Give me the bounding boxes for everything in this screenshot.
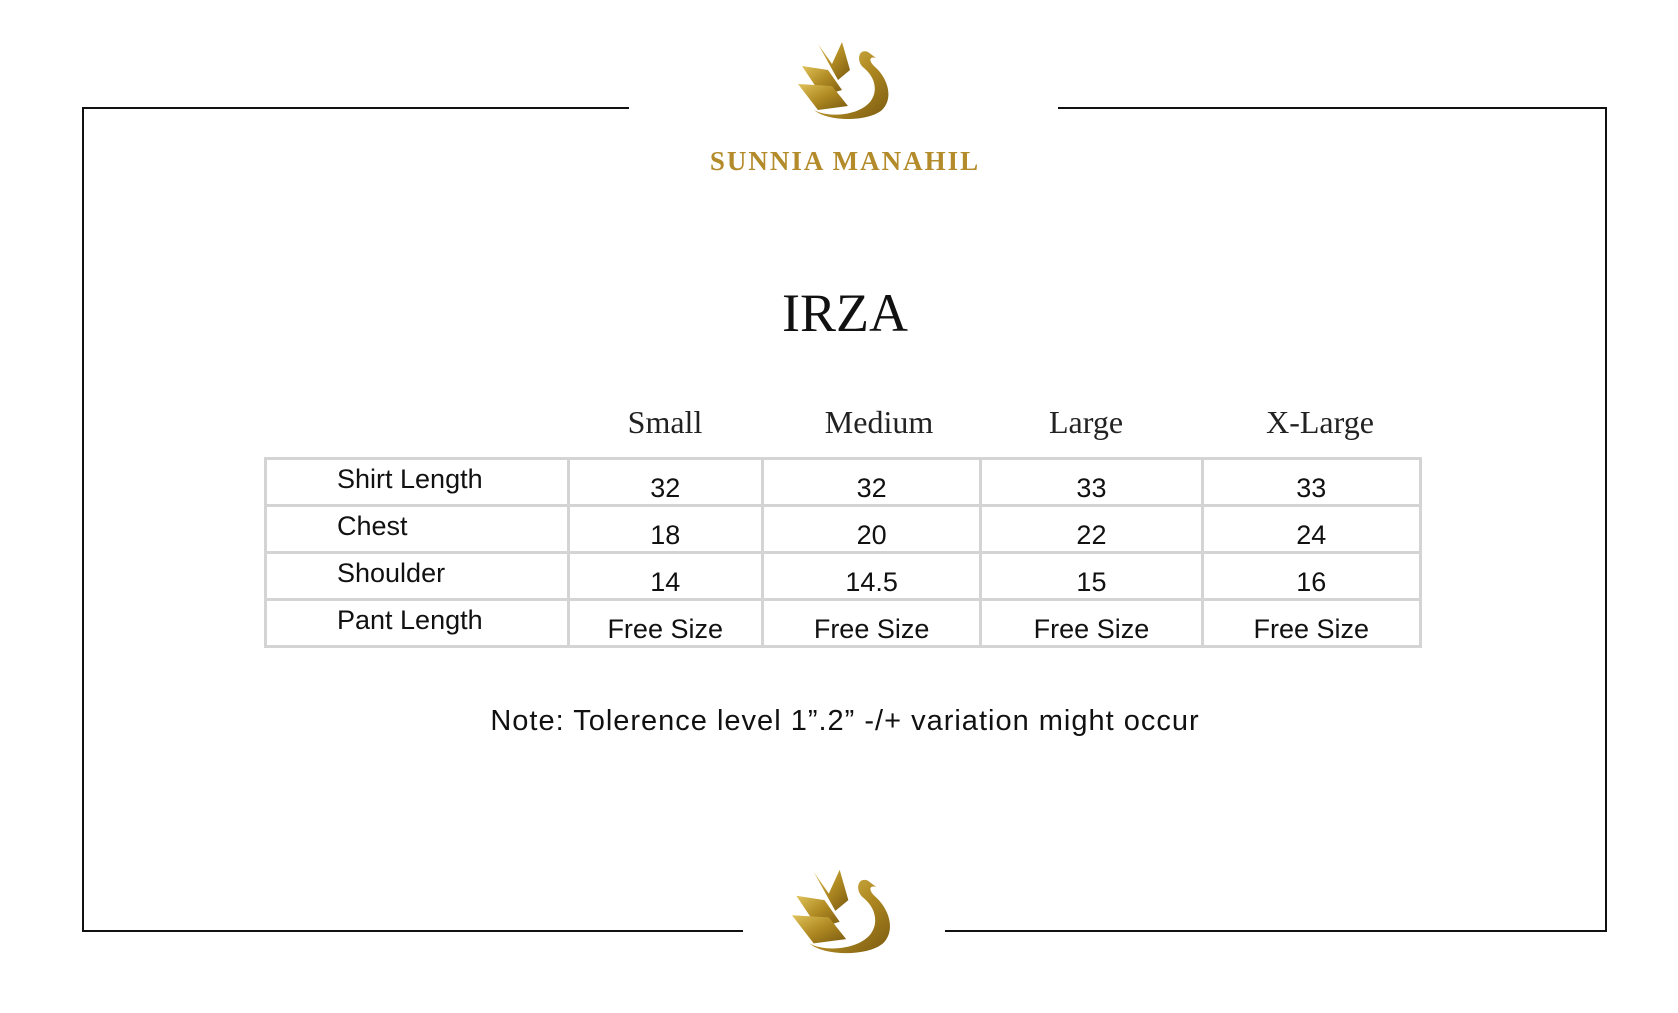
tolerance-note: Note: Tolerence level 1”.2” -/+ variatio… xyxy=(490,705,1200,737)
table-cell: 33 xyxy=(1200,457,1423,507)
table-cell: 24 xyxy=(1200,504,1423,554)
row-label: Shoulder xyxy=(264,551,570,601)
table-row: Shoulder 14 14.5 15 16 xyxy=(264,551,1423,601)
frame-top-right xyxy=(1058,107,1607,109)
frame-bottom-right xyxy=(945,930,1607,932)
row-label: Pant Length xyxy=(264,598,570,648)
brand-name: SUNNIA MANAHIL xyxy=(709,146,981,176)
table-cell: Free Size xyxy=(1200,598,1423,648)
row-label: Chest xyxy=(264,504,570,554)
column-header-medium: Medium xyxy=(824,404,934,440)
frame-left xyxy=(82,107,84,932)
table-row: Pant Length Free Size Free Size Free Siz… xyxy=(264,598,1423,648)
size-chart-table: Shirt Length 32 32 33 33 Chest 18 20 22 … xyxy=(264,457,1423,648)
golden-swan-icon xyxy=(798,42,889,119)
frame-right xyxy=(1605,107,1607,932)
table-row: Chest 18 20 22 24 xyxy=(264,504,1423,554)
table-cell: Free Size xyxy=(760,598,983,648)
table-cell: Free Size xyxy=(979,598,1204,648)
page-title: IRZA xyxy=(782,283,908,343)
table-cell: 14 xyxy=(566,551,764,601)
table-cell: 18 xyxy=(566,504,764,554)
table-row: Shirt Length 32 32 33 33 xyxy=(264,457,1423,507)
column-header-small: Small xyxy=(627,404,703,440)
table-cell: 15 xyxy=(979,551,1204,601)
frame-top-left xyxy=(82,107,629,109)
table-cell: 32 xyxy=(760,457,983,507)
table-cell: 33 xyxy=(979,457,1204,507)
frame-bottom-left xyxy=(82,930,743,932)
table-cell: Free Size xyxy=(566,598,764,648)
column-header-x-large: X-Large xyxy=(1266,404,1374,440)
column-header-large: Large xyxy=(1048,404,1124,440)
table-cell: 14.5 xyxy=(760,551,983,601)
table-cell: 32 xyxy=(566,457,764,507)
row-label: Shirt Length xyxy=(264,457,570,507)
table-cell: 16 xyxy=(1200,551,1423,601)
table-cell: 22 xyxy=(979,504,1204,554)
table-cell: 20 xyxy=(760,504,983,554)
golden-swan-icon xyxy=(792,869,890,954)
